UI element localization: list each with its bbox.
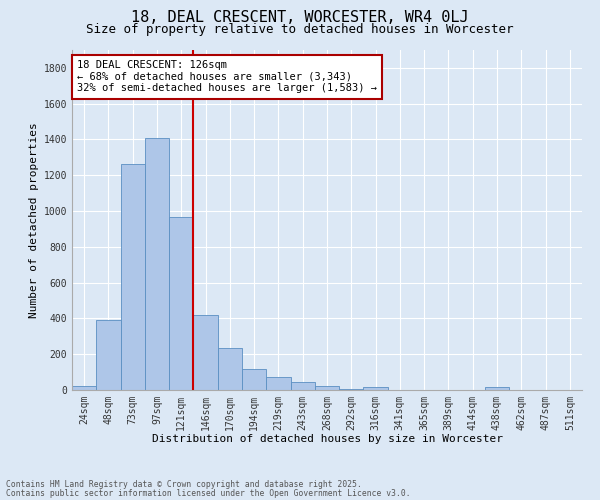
Bar [193,315,218,390]
Bar [364,388,388,390]
Bar [121,164,145,390]
Bar [315,386,339,390]
Y-axis label: Number of detached properties: Number of detached properties [29,122,40,318]
Bar [218,348,242,390]
Text: Contains public sector information licensed under the Open Government Licence v3: Contains public sector information licen… [6,488,410,498]
Bar [169,218,193,390]
Bar [145,138,169,390]
Text: 18, DEAL CRESCENT, WORCESTER, WR4 0LJ: 18, DEAL CRESCENT, WORCESTER, WR4 0LJ [131,10,469,25]
Text: 18 DEAL CRESCENT: 126sqm
← 68% of detached houses are smaller (3,343)
32% of sem: 18 DEAL CRESCENT: 126sqm ← 68% of detach… [77,60,377,94]
Bar [485,388,509,390]
Bar [242,368,266,390]
Bar [72,386,96,390]
Bar [290,382,315,390]
Bar [266,378,290,390]
Text: Contains HM Land Registry data © Crown copyright and database right 2025.: Contains HM Land Registry data © Crown c… [6,480,362,489]
Text: Size of property relative to detached houses in Worcester: Size of property relative to detached ho… [86,22,514,36]
Bar [96,320,121,390]
X-axis label: Distribution of detached houses by size in Worcester: Distribution of detached houses by size … [151,434,503,444]
